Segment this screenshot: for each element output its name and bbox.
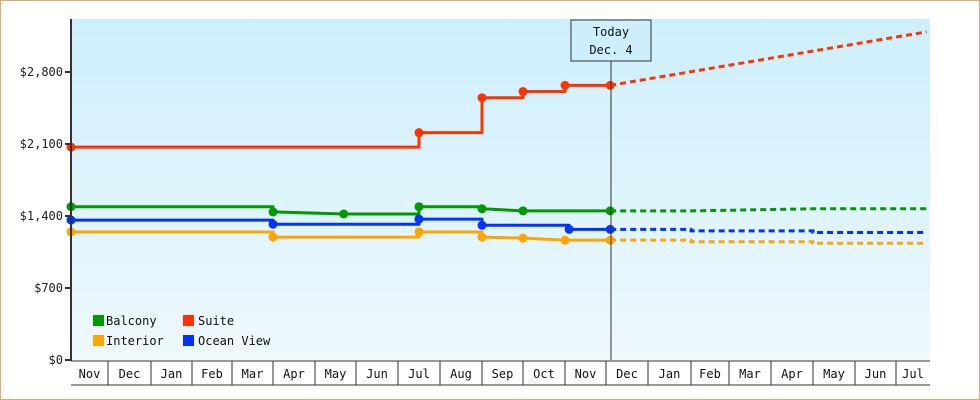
series-suite [66, 30, 927, 152]
data-point-marker[interactable] [560, 235, 570, 245]
x-axis-month-label: Oct [533, 367, 555, 381]
today-marker: Today Dec. 4 [570, 19, 652, 360]
data-point-marker[interactable] [518, 87, 528, 97]
legend: Balcony Suite Interior Ocean View [93, 314, 271, 348]
series-interior [66, 227, 927, 245]
data-point-marker[interactable] [414, 202, 424, 212]
x-axis-month-label: Apr [283, 367, 305, 381]
y-axis-ticks: $0 $700 $1,400 $2,100 $2,800 [20, 65, 71, 367]
x-axis-month-label: Dec [616, 367, 638, 381]
x-axis-month-label: Jul [408, 367, 430, 381]
x-axis: Nov Dec Jan Feb Mar Apr May Jun Jul Aug Sep Oct Nov D… [71, 360, 930, 386]
y-tick-label: $2,100 [20, 137, 63, 151]
data-point-marker[interactable] [605, 206, 615, 216]
today-label-line2: Dec. 4 [589, 43, 632, 57]
y-tick-label: $0 [49, 353, 63, 367]
data-point-marker[interactable] [414, 227, 424, 237]
x-axis-month-label: Aug [450, 367, 472, 381]
data-point-marker[interactable] [477, 204, 487, 214]
series-ocean-view [66, 214, 927, 234]
legend-label-ocean-view: Ocean View [198, 334, 271, 348]
x-axis-month-label: Mar [242, 367, 264, 381]
x-axis-month-label: Nov [575, 367, 597, 381]
data-point-marker[interactable] [560, 80, 570, 90]
x-axis-month-label: Jan [659, 367, 681, 381]
data-point-marker[interactable] [268, 232, 278, 242]
x-axis-month-label: Dec [119, 367, 141, 381]
data-point-marker[interactable] [414, 128, 424, 138]
data-point-marker[interactable] [339, 209, 349, 219]
data-point-marker[interactable] [268, 219, 278, 229]
y-tick-label: $1,400 [20, 209, 63, 223]
x-axis-month-label: Feb [201, 367, 223, 381]
today-label-box [570, 19, 652, 62]
legend-swatch-balcony [93, 315, 104, 326]
y-tick-label: $700 [34, 281, 63, 295]
legend-label-balcony: Balcony [106, 314, 157, 328]
x-axis-month-label: Jun [865, 367, 887, 381]
x-axis-month-label: May [823, 367, 845, 381]
legend-swatch-ocean-view [183, 335, 194, 346]
legend-label-interior: Interior [106, 334, 164, 348]
legend-swatch-interior [93, 335, 104, 346]
x-axis-month-label: Sep [492, 367, 514, 381]
x-axis-month-label: May [325, 367, 347, 381]
x-axis-month-label: Feb [699, 367, 721, 381]
data-point-marker[interactable] [414, 214, 424, 224]
data-point-marker[interactable] [477, 220, 487, 230]
y-tick-label: $2,800 [20, 65, 63, 79]
data-point-marker[interactable] [605, 224, 615, 234]
data-point-marker[interactable] [477, 93, 487, 103]
today-label-line1: Today [593, 25, 629, 39]
x-axis-month-label: Jun [366, 367, 388, 381]
x-axis-month-label: Apr [781, 367, 803, 381]
x-axis-month-label: Nov [79, 367, 101, 381]
plot-area [71, 19, 930, 360]
data-point-marker[interactable] [605, 80, 615, 90]
x-axis-month-label: Jan [161, 367, 183, 381]
data-point-marker[interactable] [605, 235, 615, 245]
data-point-marker[interactable] [477, 232, 487, 242]
x-axis-month-label: Mar [739, 367, 761, 381]
legend-label-suite: Suite [198, 314, 234, 328]
data-point-marker[interactable] [518, 206, 528, 216]
legend-swatch-suite [183, 315, 194, 326]
data-point-marker[interactable] [268, 207, 278, 217]
series-layer [66, 30, 927, 245]
data-point-marker[interactable] [518, 233, 528, 243]
x-axis-month-label: Jul [902, 367, 924, 381]
series-balcony [66, 202, 927, 219]
data-point-marker[interactable] [564, 224, 574, 234]
